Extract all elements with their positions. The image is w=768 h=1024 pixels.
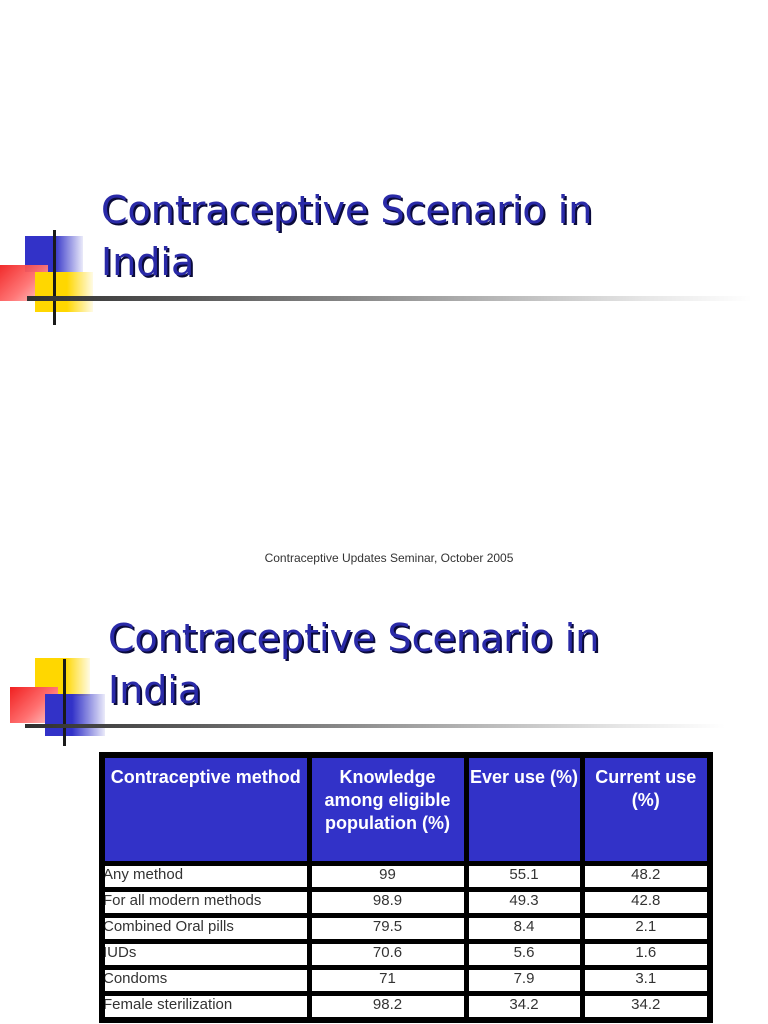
cell-ever-use: 7.9 — [463, 965, 585, 996]
cell-method: Combined Oral pills — [99, 913, 312, 944]
cell-current-use: 1.6 — [579, 939, 713, 970]
table-header-row: Contraceptive method Knowledge among eli… — [99, 752, 713, 866]
cell-knowledge: 79.5 — [306, 913, 469, 944]
header-method: Contraceptive method — [99, 752, 312, 866]
cell-knowledge: 98.2 — [306, 991, 469, 1023]
cell-knowledge: 98.9 — [306, 887, 469, 918]
cell-method: Any method — [99, 861, 312, 892]
cell-ever-use: 5.6 — [463, 939, 585, 970]
cell-method: Female sterilization — [99, 991, 312, 1023]
table-row: Combined Oral pills 79.5 8.4 2.1 — [99, 913, 713, 944]
header-knowledge: Knowledge among eligible population (%) — [306, 752, 469, 866]
slide-2: Contraceptive Scenario in India Contrace… — [0, 590, 768, 1024]
vertical-rule — [63, 659, 66, 746]
table-row: Any method 99 55.1 48.2 — [99, 861, 713, 892]
slide-decoration-squares — [0, 225, 110, 325]
yellow-square-icon — [35, 272, 93, 312]
cell-current-use: 3.1 — [579, 965, 713, 996]
header-ever-use: Ever use (%) — [463, 752, 585, 866]
cell-ever-use: 8.4 — [463, 913, 585, 944]
cell-method: For all modern methods — [99, 887, 312, 918]
slide-footer: Contraceptive Updates Seminar, October 2… — [264, 551, 514, 565]
cell-method: Condoms — [99, 965, 312, 996]
contraceptive-table: Contraceptive method Knowledge among eli… — [99, 752, 713, 1023]
cell-current-use: 42.8 — [579, 887, 713, 918]
title-underline — [27, 296, 752, 301]
table-row: For all modern methods 98.9 49.3 42.8 — [99, 887, 713, 918]
cell-knowledge: 70.6 — [306, 939, 469, 970]
vertical-rule — [53, 230, 56, 325]
cell-ever-use: 55.1 — [463, 861, 585, 892]
cell-current-use: 2.1 — [579, 913, 713, 944]
cell-ever-use: 49.3 — [463, 887, 585, 918]
header-current-use: Current use (%) — [579, 752, 713, 866]
cell-current-use: 48.2 — [579, 861, 713, 892]
blue-square-icon — [45, 694, 105, 736]
table-row: Condoms 71 7.9 3.1 — [99, 965, 713, 996]
slide-decoration-squares — [0, 650, 110, 750]
slide-title: Contraceptive Scenario in India — [101, 188, 593, 284]
cell-knowledge: 71 — [306, 965, 469, 996]
cell-knowledge: 99 — [306, 861, 469, 892]
cell-method: IUDs — [99, 939, 312, 970]
cell-ever-use: 34.2 — [463, 991, 585, 1023]
table-row: IUDs 70.6 5.6 1.6 — [99, 939, 713, 970]
slide-1: Contraceptive Scenario in India Contrace… — [0, 188, 752, 565]
title-underline — [25, 724, 725, 728]
slide-title: Contraceptive Scenario in India — [108, 616, 600, 712]
cell-current-use: 34.2 — [579, 991, 713, 1023]
table-row: Female sterilization 98.2 34.2 34.2 — [99, 991, 713, 1023]
